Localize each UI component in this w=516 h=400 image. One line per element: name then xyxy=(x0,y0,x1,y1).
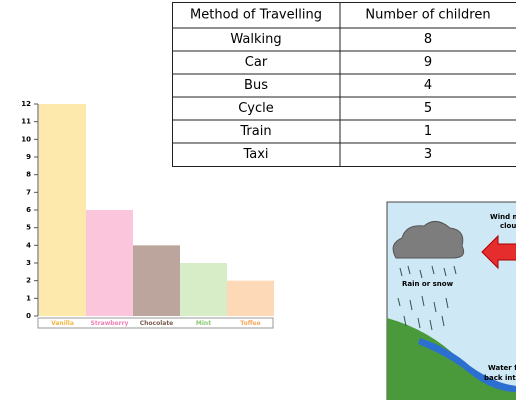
y-tick-label: 4 xyxy=(26,241,31,249)
table-cell: 1 xyxy=(424,124,432,139)
y-tick-label: 3 xyxy=(26,259,31,267)
diagram-label: cloud xyxy=(500,222,516,230)
y-tick-label: 5 xyxy=(26,224,31,232)
table-cell: Cycle xyxy=(238,101,274,116)
table-frame xyxy=(172,2,516,167)
y-tick-label: 1 xyxy=(26,294,31,302)
y-tick-label: 6 xyxy=(26,206,31,214)
y-tick-label: 9 xyxy=(26,153,31,161)
y-tick-label: 10 xyxy=(21,135,31,143)
wind-arrow xyxy=(481,234,516,270)
y-tick-label: 0 xyxy=(26,312,31,320)
table-cell: 8 xyxy=(424,32,432,47)
x-tick-label: Chocolate xyxy=(140,320,174,327)
water-cycle-diagram: Wind mo cloud Rain or snow Water fl back… xyxy=(386,201,516,400)
x-tick-label: Vanilla xyxy=(51,320,74,327)
bar xyxy=(227,280,274,316)
table-cell: 9 xyxy=(424,55,432,70)
y-tick-label: 12 xyxy=(21,100,31,108)
table-cell: Bus xyxy=(244,78,268,93)
table-cell: 4 xyxy=(424,78,432,93)
table-cell: Car xyxy=(245,55,268,70)
table-cell: Walking xyxy=(230,32,281,47)
table-cell: 3 xyxy=(424,147,432,162)
bar xyxy=(180,263,227,316)
table-header-cell: Number of children xyxy=(365,8,490,23)
y-tick-label: 11 xyxy=(21,118,31,126)
bar xyxy=(86,210,133,316)
category-label-strip xyxy=(37,317,274,329)
river xyxy=(418,338,516,392)
bar xyxy=(133,245,180,316)
x-tick-label: Toffee xyxy=(240,320,260,327)
cloud xyxy=(392,221,465,259)
table-cell: Taxi xyxy=(242,147,268,162)
bar xyxy=(39,104,86,316)
y-tick-label: 8 xyxy=(26,171,31,179)
diagram-label: Rain or snow xyxy=(402,280,454,288)
table-cell: 5 xyxy=(424,101,432,116)
rain-drops xyxy=(397,265,457,331)
diagram-label: Water fl xyxy=(488,364,516,372)
diagram-label: Wind mo xyxy=(490,213,516,221)
x-tick-label: Strawberry xyxy=(91,320,129,327)
diagram-label: back int xyxy=(484,374,516,382)
x-tick-label: Mint xyxy=(196,320,211,327)
y-tick-label: 7 xyxy=(26,188,31,196)
table-cell: Train xyxy=(239,124,271,139)
y-tick-label: 2 xyxy=(26,277,31,285)
table-header-cell: Method of Travelling xyxy=(190,8,322,23)
